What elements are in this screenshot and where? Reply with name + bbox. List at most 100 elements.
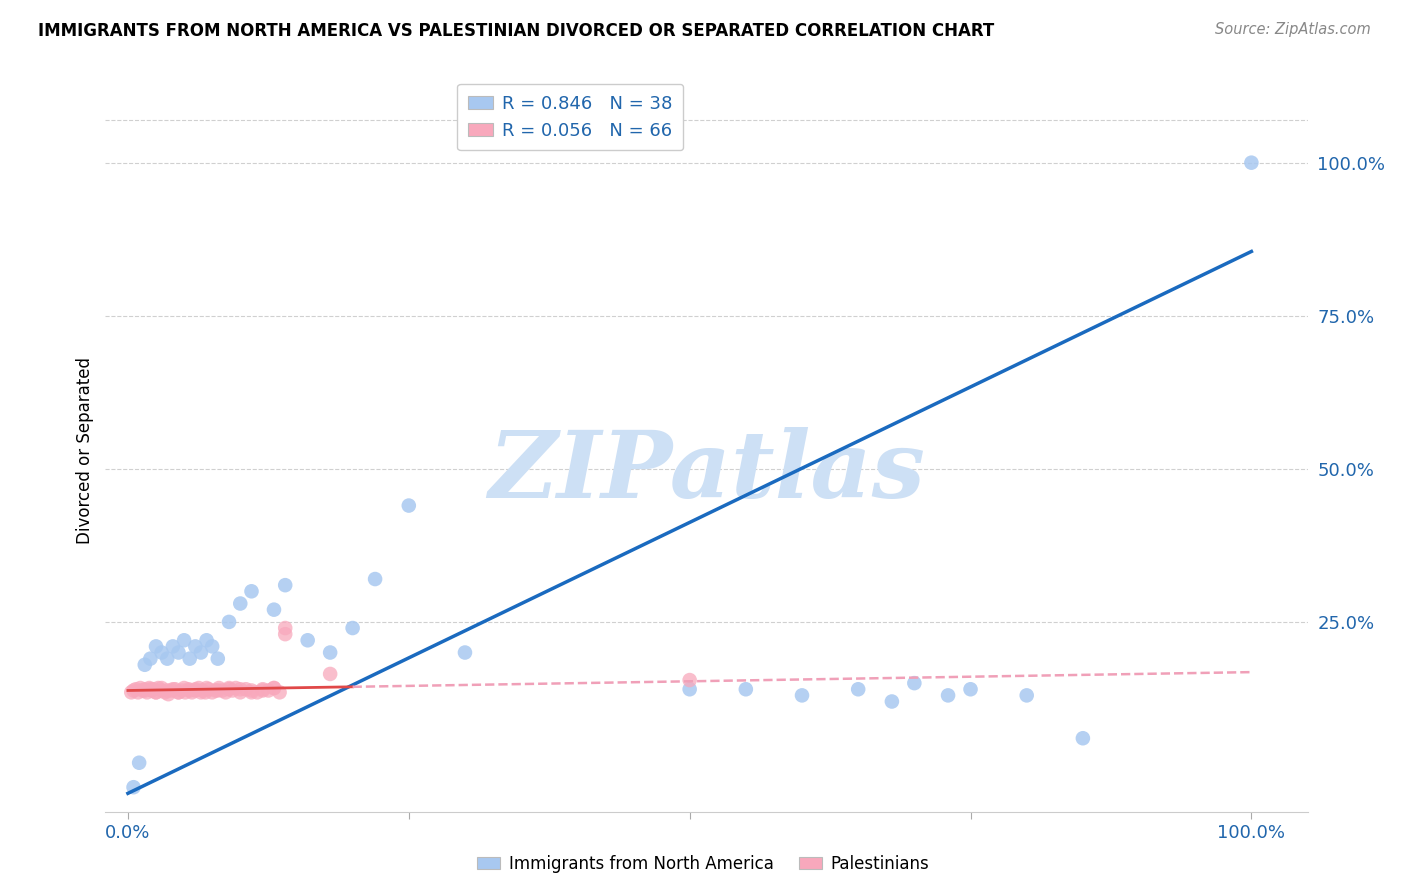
Text: ZIPatlas: ZIPatlas xyxy=(488,427,925,517)
Point xyxy=(263,681,285,695)
Point xyxy=(204,683,226,698)
Point xyxy=(167,685,190,699)
Point xyxy=(235,682,257,697)
Point xyxy=(229,597,252,611)
Point xyxy=(252,683,274,698)
Point xyxy=(157,687,180,701)
Point xyxy=(162,640,184,654)
Point xyxy=(173,681,195,695)
Point xyxy=(229,682,252,697)
Point xyxy=(274,627,297,641)
Point xyxy=(903,676,925,690)
Point xyxy=(1015,689,1038,703)
Point xyxy=(187,681,209,695)
Point xyxy=(122,683,145,698)
Point xyxy=(179,651,201,665)
Point xyxy=(211,683,233,698)
Point xyxy=(128,756,150,770)
Point xyxy=(364,572,387,586)
Point xyxy=(257,683,280,698)
Point xyxy=(120,685,142,699)
Point xyxy=(936,689,959,703)
Point xyxy=(880,694,903,708)
Point xyxy=(139,682,162,697)
Point xyxy=(207,683,229,698)
Point xyxy=(240,683,263,698)
Point xyxy=(263,602,285,616)
Point xyxy=(184,683,207,698)
Point xyxy=(131,683,153,698)
Point xyxy=(145,685,167,699)
Point xyxy=(156,683,179,698)
Point xyxy=(398,499,420,513)
Point xyxy=(208,681,231,695)
Point xyxy=(959,682,981,697)
Point xyxy=(319,646,342,660)
Point xyxy=(162,682,184,697)
Point xyxy=(156,651,179,665)
Point xyxy=(138,681,160,695)
Point xyxy=(218,681,240,695)
Point xyxy=(167,685,190,699)
Point xyxy=(790,689,813,703)
Point xyxy=(125,682,148,697)
Point xyxy=(141,683,163,698)
Point xyxy=(454,646,477,660)
Point xyxy=(150,683,173,698)
Point xyxy=(679,673,702,687)
Point xyxy=(679,682,702,697)
Point xyxy=(127,685,149,699)
Point xyxy=(274,578,297,592)
Point xyxy=(191,683,214,698)
Point xyxy=(201,640,224,654)
Legend: Immigrants from North America, Palestinians: Immigrants from North America, Palestini… xyxy=(471,848,935,880)
Point xyxy=(297,633,319,648)
Point xyxy=(145,685,167,699)
Point xyxy=(195,681,218,695)
Point xyxy=(129,681,152,695)
Point xyxy=(246,685,269,699)
Point xyxy=(252,682,274,697)
Point xyxy=(229,685,252,699)
Text: IMMIGRANTS FROM NORTH AMERICA VS PALESTINIAN DIVORCED OR SEPARATED CORRELATION C: IMMIGRANTS FROM NORTH AMERICA VS PALESTI… xyxy=(38,22,994,40)
Point xyxy=(1240,155,1263,169)
Point xyxy=(269,685,291,699)
Point xyxy=(319,667,342,681)
Point xyxy=(240,685,263,699)
Point xyxy=(150,646,173,660)
Point xyxy=(170,683,193,698)
Point xyxy=(221,683,243,698)
Point xyxy=(218,615,240,629)
Point xyxy=(734,682,756,697)
Point xyxy=(190,646,212,660)
Point xyxy=(167,646,190,660)
Y-axis label: Divorced or Separated: Divorced or Separated xyxy=(76,357,94,544)
Point xyxy=(142,682,165,697)
Point xyxy=(165,682,187,697)
Point xyxy=(145,640,167,654)
Point xyxy=(225,681,247,695)
Point xyxy=(139,651,162,665)
Point xyxy=(218,682,240,697)
Point xyxy=(195,633,218,648)
Point xyxy=(846,682,869,697)
Point xyxy=(122,780,145,795)
Legend: R = 0.846   N = 38, R = 0.056   N = 66: R = 0.846 N = 38, R = 0.056 N = 66 xyxy=(457,84,683,151)
Point xyxy=(134,683,156,698)
Point xyxy=(198,682,221,697)
Point xyxy=(240,584,263,599)
Point xyxy=(150,681,173,695)
Point xyxy=(134,682,156,697)
Point xyxy=(136,685,159,699)
Point xyxy=(207,651,229,665)
Point xyxy=(184,640,207,654)
Point xyxy=(174,685,197,699)
Point xyxy=(201,685,224,699)
Point xyxy=(160,683,183,698)
Point xyxy=(194,685,217,699)
Point xyxy=(342,621,364,635)
Point xyxy=(134,657,156,672)
Point xyxy=(177,682,200,697)
Point xyxy=(153,685,176,699)
Point xyxy=(181,685,204,699)
